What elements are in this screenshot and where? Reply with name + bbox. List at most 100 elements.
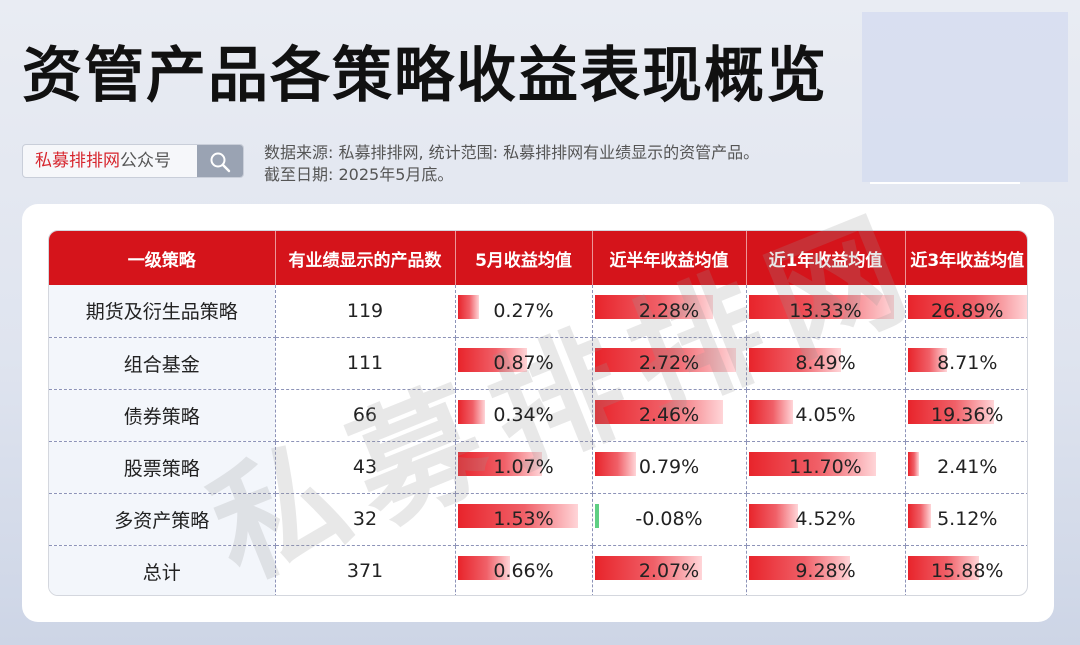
- may-return-cell: 0.34%: [455, 389, 593, 442]
- header-three-year-return: 近3年收益均值: [910, 250, 1025, 271]
- one-year-return-cell: 8.49%: [746, 337, 906, 390]
- half-year-return-cell: 2.46%: [592, 389, 747, 442]
- may-return-cell: 1.53%: [455, 493, 593, 546]
- header-count: 有业绩显示的产品数: [275, 231, 456, 285]
- search-icon: [210, 152, 231, 173]
- value-bar: [457, 503, 578, 528]
- product-count: 111: [275, 337, 456, 390]
- bar-value-label: 4.52%: [795, 508, 856, 530]
- value-bar: [457, 295, 479, 319]
- bar-value-label: 2.28%: [638, 299, 700, 322]
- table-row: 多资产策略 32 1.53% -0.08% 4.52% 5.12%: [49, 493, 1027, 546]
- page-title: 资管产品各策略收益表现概览: [22, 41, 828, 111]
- value-bar: [457, 555, 510, 580]
- bar-value-label: 1.07%: [493, 456, 554, 478]
- decorative-line: [870, 182, 1020, 184]
- value-bar: [907, 347, 947, 372]
- product-count: 371: [275, 545, 456, 595]
- three-year-return-cell: 2.41%: [905, 441, 1027, 494]
- bar-value-label: 0.79%: [638, 456, 700, 478]
- three-year-return-cell: 8.71%: [905, 337, 1027, 390]
- bar-value-label: 0.87%: [493, 352, 554, 374]
- data-source-note: 数据来源: 私募排排网, 统计范围: 私募排排网有业绩显示的资管产品。 截至日期…: [264, 142, 759, 186]
- half-year-return-cell: 2.28%: [592, 285, 747, 338]
- table-row: 期货及衍生品策略 119 0.27% 2.28% 13.33% 26.89%: [49, 285, 1027, 338]
- table-row: 股票策略 43 1.07% 0.79% 11.70% 2.41%: [49, 441, 1027, 494]
- strategy-name: 股票策略: [49, 441, 276, 494]
- bar-value-label: 0.66%: [493, 560, 554, 583]
- search-button[interactable]: [197, 145, 243, 177]
- bar-value-label: -0.08%: [635, 508, 703, 530]
- value-bar: [907, 555, 979, 580]
- strategy-name: 组合基金: [49, 337, 276, 390]
- product-count: 66: [275, 389, 456, 442]
- table-row: 组合基金 111 0.87% 2.72% 8.49% 8.71%: [49, 337, 1027, 390]
- half-year-return-cell: 2.72%: [592, 337, 747, 390]
- value-bar: [594, 399, 723, 424]
- decorative-panel: [862, 12, 1068, 182]
- value-bar: [748, 451, 876, 476]
- header-may-return: 5月收益均值: [455, 231, 593, 285]
- value-bar: [907, 503, 931, 528]
- one-year-return-cell: 9.28%: [746, 545, 906, 595]
- search-box[interactable]: 私募排排网公众号: [22, 144, 244, 178]
- half-year-return-cell: -0.08%: [592, 493, 747, 546]
- value-bar: [907, 295, 1027, 319]
- three-year-return-cell: 19.36%: [905, 389, 1027, 442]
- bar-value-label: 0.27%: [493, 299, 554, 322]
- strategy-name: 总计: [49, 545, 276, 595]
- bar-value-label: 2.07%: [638, 560, 700, 583]
- one-year-return-cell: 13.33%: [746, 285, 906, 338]
- bar-value-label: 13.33%: [789, 299, 862, 322]
- bar-value-label: 19.36%: [931, 404, 1004, 426]
- source-line-1: 数据来源: 私募排排网, 统计范围: 私募排排网有业绩显示的资管产品。: [264, 143, 760, 162]
- header-one-year-return: 近1年收益均值: [746, 231, 906, 285]
- bar-value-label: 9.28%: [795, 560, 856, 583]
- value-bar: [748, 555, 850, 580]
- value-bar: [457, 347, 527, 372]
- bar-value-label: 11.70%: [789, 456, 862, 478]
- value-bar: [594, 295, 713, 319]
- header-strategy: 一级策略: [49, 231, 276, 285]
- value-bar: [594, 451, 636, 476]
- value-bar: [457, 399, 485, 424]
- search-brand: 私募排排网: [35, 151, 120, 171]
- table-row: 债券策略 66 0.34% 2.46% 4.05% 19.36%: [49, 389, 1027, 442]
- bar-value-label: 8.71%: [937, 352, 998, 374]
- bar-value-label: 1.53%: [493, 508, 554, 530]
- bar-value-label: 0.34%: [493, 404, 554, 426]
- product-count: 32: [275, 493, 456, 546]
- value-bar: [907, 451, 919, 476]
- strategy-name: 债券策略: [49, 389, 276, 442]
- value-bar: [457, 451, 542, 476]
- one-year-return-cell: 4.52%: [746, 493, 906, 546]
- bar-value-label: 2.46%: [638, 404, 700, 426]
- product-count: 119: [275, 285, 456, 338]
- bar-value-label: 5.12%: [937, 508, 998, 530]
- three-year-return-cell: 5.12%: [905, 493, 1027, 546]
- value-bar: [594, 555, 702, 580]
- three-year-return-cell: 26.89%: [905, 285, 1027, 338]
- value-bar: [748, 347, 841, 372]
- bar-value-label: 4.05%: [795, 404, 856, 426]
- value-bar: [748, 399, 793, 424]
- search-suffix: 公众号: [120, 151, 171, 171]
- may-return-cell: 0.66%: [455, 545, 593, 595]
- strategy-table: 一级策略 有业绩显示的产品数 5月收益均值 近半年收益均值 近1年收益均值 近3…: [48, 230, 1028, 596]
- half-year-return-cell: 0.79%: [592, 441, 747, 494]
- header-half-year-return: 近半年收益均值: [592, 231, 747, 285]
- may-return-cell: 1.07%: [455, 441, 593, 494]
- one-year-return-cell: 11.70%: [746, 441, 906, 494]
- bar-value-label: 15.88%: [931, 560, 1004, 583]
- strategy-name: 期货及衍生品策略: [49, 285, 276, 338]
- value-bar: [748, 295, 894, 319]
- source-line-2: 截至日期: 2025年5月底。: [264, 165, 454, 184]
- value-bar: [594, 347, 736, 372]
- value-bar: [748, 503, 798, 528]
- negative-bar: [594, 503, 599, 528]
- table-row: 总计 371 0.66% 2.07% 9.28% 15.88%: [49, 545, 1027, 595]
- bar-value-label: 26.89%: [931, 299, 1004, 322]
- product-count: 43: [275, 441, 456, 494]
- bar-value-label: 2.72%: [638, 352, 700, 374]
- may-return-cell: 0.87%: [455, 337, 593, 390]
